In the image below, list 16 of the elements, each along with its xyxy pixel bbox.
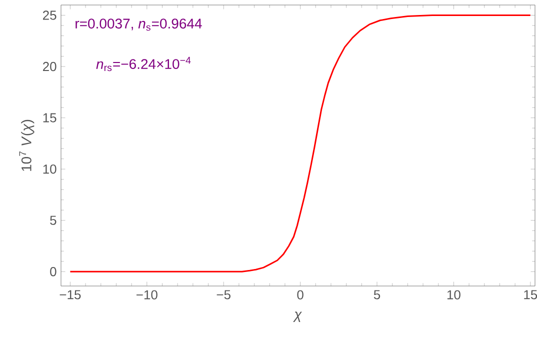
x-tick-label: −5 [216, 290, 230, 300]
annotation: r=0.0037, n$_{s}$=0.9644 [76, 18, 202, 31]
x-tick-label: 5 [374, 290, 380, 300]
x-axis-title: χ [293, 312, 302, 322]
y-tick-label: 5 [50, 216, 56, 225]
x-tick-label: 0 [297, 290, 304, 300]
y-tick-label: 0 [50, 267, 56, 276]
y-tick-label: 20 [42, 62, 56, 72]
x-tick-label: 10 [447, 290, 460, 300]
x-tick-label: 15 [524, 290, 537, 300]
y-tick-label: 25 [42, 10, 56, 20]
y-tick-label: 15 [43, 113, 56, 122]
x-tick-label: −10 [136, 290, 158, 300]
x-tick-label: −15 [60, 290, 81, 300]
y-tick-label: 10 [43, 164, 56, 174]
annotation: n$_{rs}$=−6.24×10$^{−4}$ [96, 56, 191, 72]
